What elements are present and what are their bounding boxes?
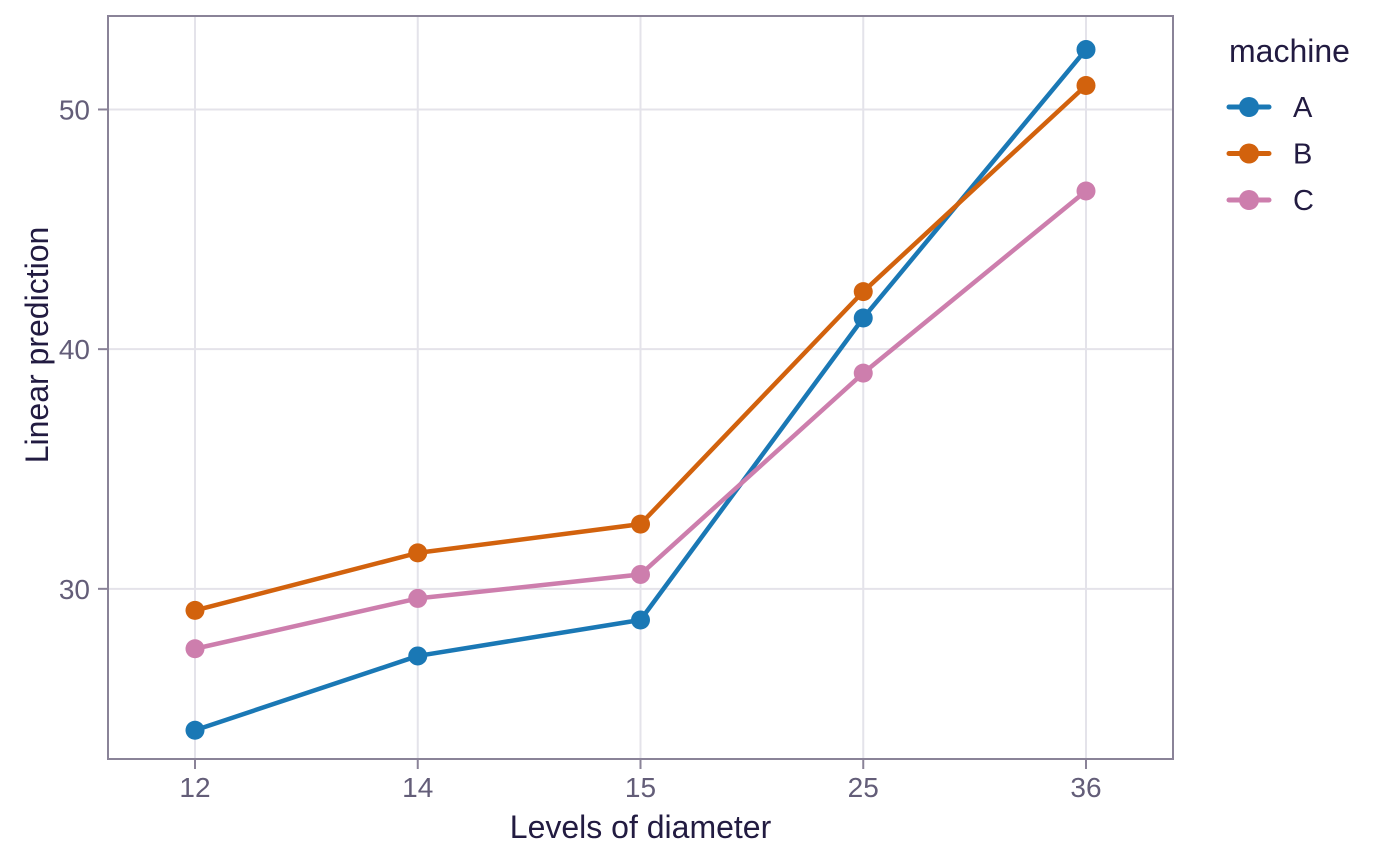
data-point-C-25 [853,363,873,383]
data-point-C-14 [408,588,428,608]
y-tick-label: 50 [59,94,90,125]
data-point-B-14 [408,543,428,563]
legend: machine ABC [1226,33,1350,217]
data-point-A-14 [408,646,428,666]
x-tick-label: 25 [848,772,879,803]
data-point-C-15 [631,564,650,584]
x-tick-label: 14 [402,772,433,803]
data-point-B-25 [853,282,873,302]
data-point-B-12 [185,600,205,620]
legend-item-C: C [1226,185,1314,217]
data-point-A-15 [631,610,650,630]
y-axis-title: Linear prediction [19,227,55,464]
y-tick-label: 40 [59,334,90,365]
legend-label: C [1293,185,1314,217]
legend-title: machine [1229,33,1350,69]
legend-label: A [1293,92,1313,124]
x-tick-label: 36 [1070,772,1101,803]
data-series [185,40,1096,740]
legend-item-A: A [1226,92,1313,124]
x-tick-label: 12 [179,772,210,803]
axis-ticks [98,108,1087,769]
data-point-B-15 [631,514,650,534]
legend-key-marker [1239,143,1259,164]
data-point-B-36 [1076,76,1096,96]
legend-key-marker [1239,97,1259,117]
data-point-A-36 [1076,40,1096,60]
x-axis-title: Levels of diameter [510,809,772,845]
series-A [185,40,1096,740]
series-B [185,76,1096,620]
gridlines [109,17,1172,758]
data-point-C-36 [1076,181,1096,201]
data-point-C-12 [185,639,205,659]
legend-item-B: B [1226,139,1312,171]
y-tick-label: 30 [59,574,90,605]
x-tick-label: 15 [625,772,656,803]
axis-labels: 30 40 50 12 14 15 25 36 Levels of diameter Linear… [19,94,1102,845]
data-point-A-25 [853,308,873,328]
legend-key-marker [1239,190,1259,210]
legend-label: B [1293,139,1312,171]
data-point-A-12 [185,720,205,740]
series-C [185,181,1096,659]
